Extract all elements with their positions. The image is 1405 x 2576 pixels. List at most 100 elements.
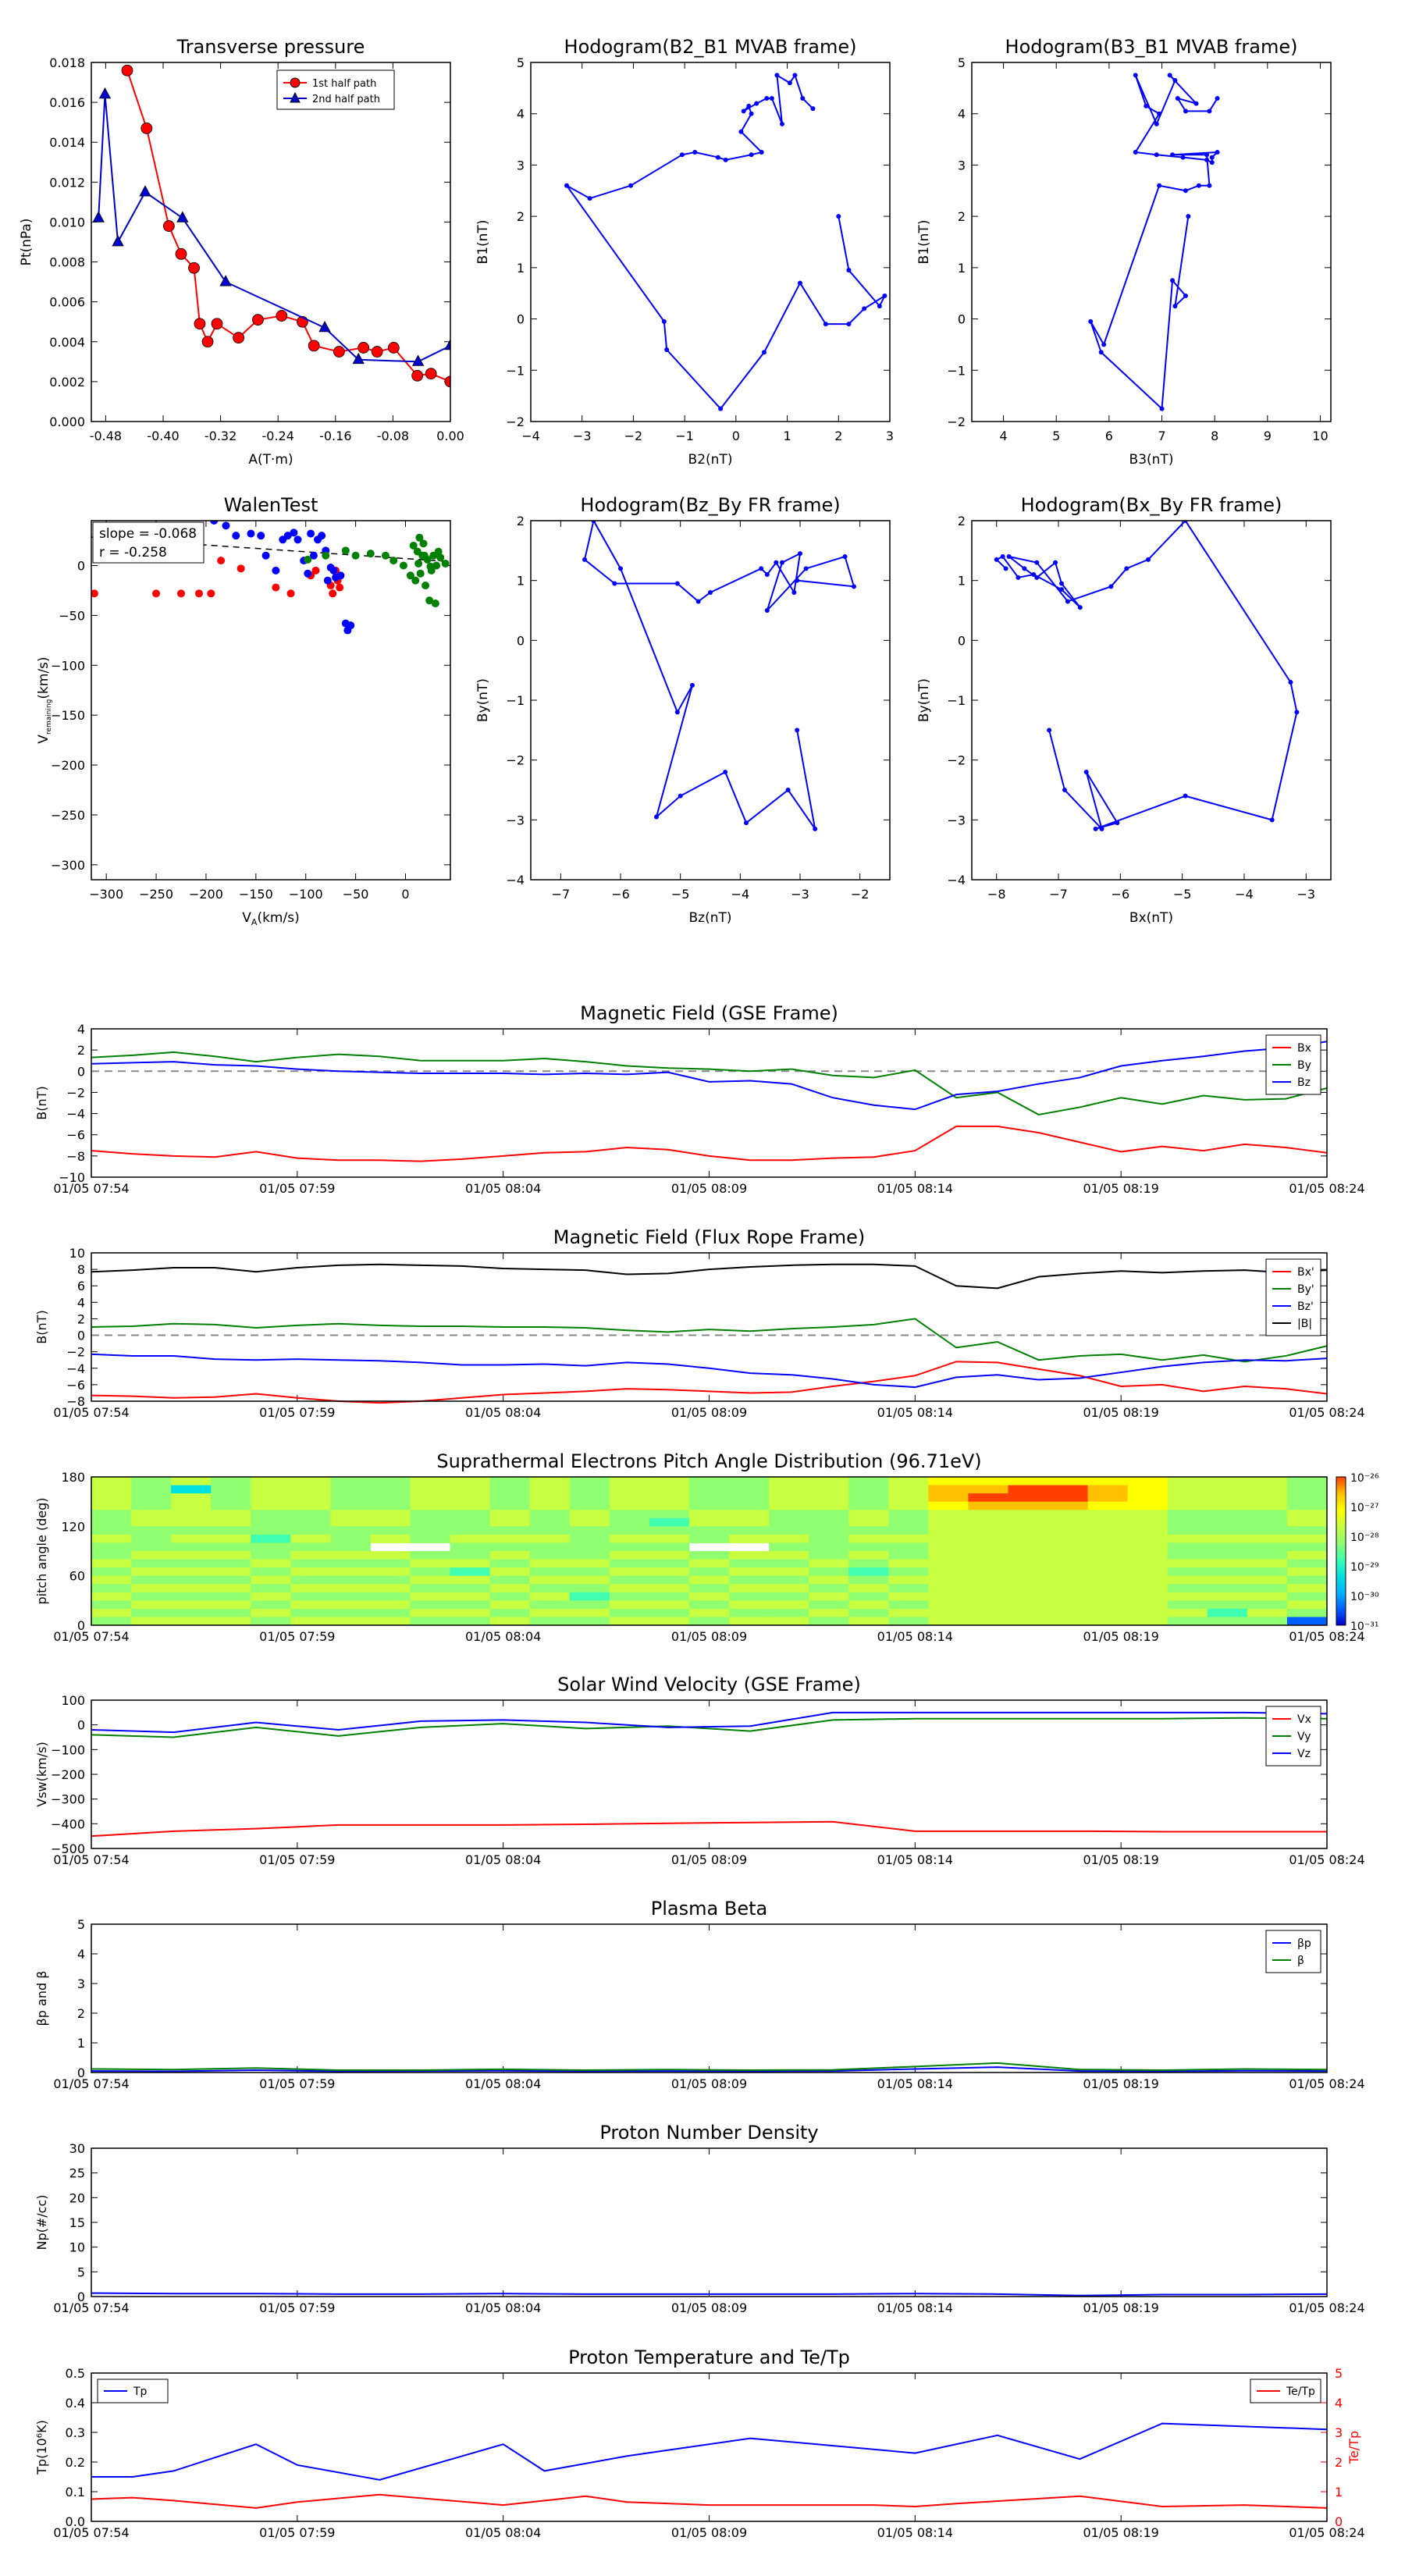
chart-title: Hodogram(Bx_By FR frame) [1021,494,1282,516]
heatmap-cell [171,1510,212,1519]
legend: βp β [1265,1930,1321,1973]
series-line-0 [91,2292,1328,2297]
heatmap-cell [131,1608,172,1617]
data-point [333,346,345,358]
x-tick-label: 6 [1105,429,1113,443]
data-point [1209,160,1215,165]
heatmap-cell [1207,1477,1248,1486]
heatmap-cell [1087,1501,1129,1510]
heatmap-cell [1247,1485,1288,1494]
plot-area [582,521,856,831]
legend-label: 1st half path [312,78,376,90]
data-point [436,553,445,562]
heatmap-cell [1286,1542,1328,1552]
heatmap-cell [649,1477,690,1486]
annotation-frame [92,521,205,564]
heatmap-cell [809,1485,849,1494]
data-point [762,350,767,355]
heatmap-cell [489,1517,531,1527]
heatmap-cell [211,1567,251,1577]
x-tick-label: 01/05 07:54 [53,2300,129,2315]
data-point [1193,101,1199,106]
heatmap-cell [171,1526,212,1535]
heatmap-cell [1207,1510,1248,1519]
legend-label: Tp [133,2386,148,2398]
plot-frame [971,520,1332,881]
chart-title: Magnetic Field (Flux Rope Frame) [553,1226,865,1248]
y-tick-label: 5 [77,2265,85,2279]
heatmap-cell [888,1575,929,1585]
x-axis-label: B2(nT) [688,452,733,468]
x-tick-label: 01/05 08:04 [465,1852,541,1867]
data-point [769,96,774,101]
chart-title: Proton Number Density [599,2122,818,2144]
heatmap-cell [1087,1600,1129,1610]
heatmap-cell [410,1510,451,1519]
data-point [759,566,764,571]
x-tick-label: 01/05 07:54 [53,2525,129,2540]
heatmap-cell [1048,1617,1089,1626]
heatmap-cell [809,1493,849,1503]
panel-walen: WalenTest −300 −250 −200 −150 −100 −50 0 0 −50 −10… [36,494,451,927]
y-tick-label: 120 [61,1519,85,1534]
heatmap-cell [928,1534,969,1543]
heatmap-cell [888,1608,929,1617]
y-tick-label: −4 [506,873,525,888]
heatmap-cell [649,1493,690,1503]
heatmap-cell [888,1501,929,1510]
heatmap-cell [1167,1510,1208,1519]
heatmap-cell [888,1567,929,1577]
heatmap-cell [928,1493,969,1503]
heatmap-cell [529,1517,571,1527]
heatmap-cell [91,1517,132,1527]
y-tick-label: 0.004 [49,335,85,350]
heatmap-cell [171,1575,212,1585]
heatmap-cell [1207,1567,1248,1577]
heatmap-cell [1167,1526,1208,1535]
legend: Bx By Bz [1265,1034,1321,1095]
y-tick-label: −500 [51,1841,85,1856]
heatmap-cell [1048,1584,1089,1593]
heatmap-cell [211,1485,251,1494]
heatmap-cell [569,1592,610,1601]
y-tick-label: 0.002 [49,375,85,390]
heatmap-cell [649,1510,690,1519]
heatmap-cell [729,1567,770,1577]
data-point [803,566,809,571]
heatmap-cell [1048,1551,1089,1560]
heatmap-cell [968,1526,1008,1535]
data-point [1207,183,1212,188]
heatmap-cell [251,1477,291,1486]
heatmap-cell [290,1551,331,1560]
data-point [1047,728,1052,733]
data-point [1108,584,1114,589]
heatmap-cell [529,1510,571,1519]
data-point [444,375,450,388]
plot-frame [530,62,891,422]
data-point [791,590,797,595]
heatmap-cell [131,1510,172,1519]
heatmap-cell [1207,1551,1248,1560]
heatmap-cell [848,1584,889,1593]
data-point [304,555,312,564]
data-point [233,332,245,344]
heatmap-cell [809,1551,849,1560]
x-tick-label: 01/05 08:14 [877,1405,953,1420]
heatmap-cell [211,1501,251,1510]
heatmap-cell [1008,1600,1049,1610]
heatmap-cell [529,1592,571,1601]
panel-mag_gse: Magnetic Field (GSE Frame) 01/05 07:54 01/… [34,1002,1365,1196]
data-point [1053,560,1058,565]
heatmap-cell [450,1477,491,1486]
x-tick-label: −4 [521,429,540,443]
y-tick-label: 3 [77,1976,85,1991]
legend-label: β [1297,1955,1304,1967]
x-tick-label: 0 [732,429,740,443]
heatmap-cell [370,1510,411,1519]
data-point [91,589,98,598]
heatmap-cell [529,1526,571,1535]
heatmap-cell [609,1510,650,1519]
data-point [427,566,436,575]
x-tick-label: 01/05 08:19 [1083,1405,1159,1420]
